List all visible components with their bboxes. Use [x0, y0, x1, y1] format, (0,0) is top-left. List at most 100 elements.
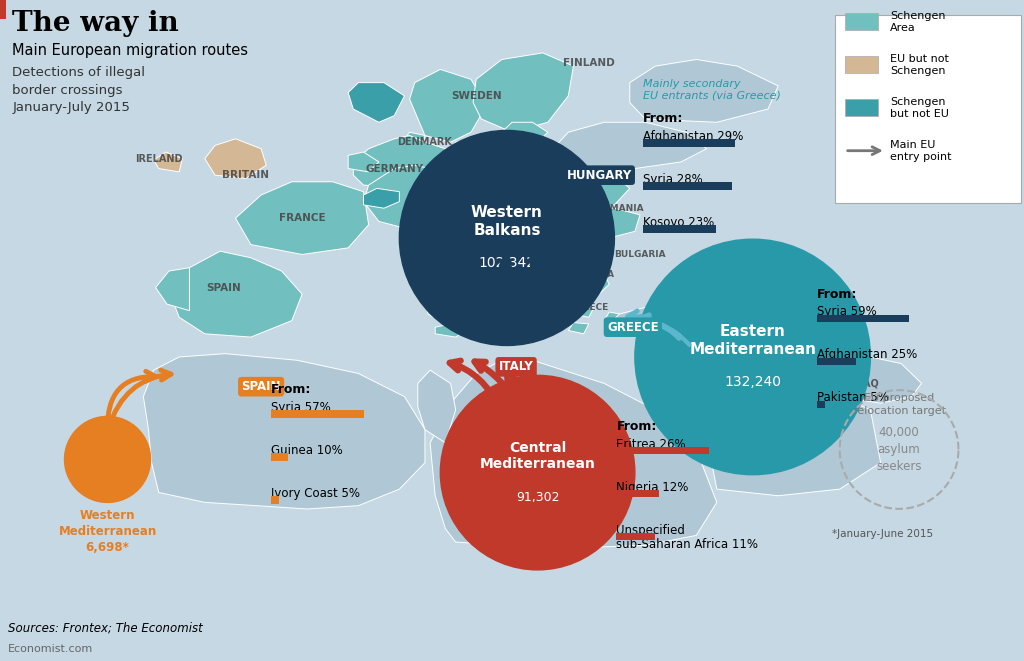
Text: From:: From:	[271, 383, 311, 397]
Text: FINLAND: FINLAND	[563, 58, 614, 68]
Text: Eastern
Mediterranean: Eastern Mediterranean	[689, 324, 816, 357]
Polygon shape	[143, 354, 425, 509]
Text: AUSTRIA: AUSTRIA	[446, 197, 492, 206]
Text: Guinea 10%: Guinea 10%	[271, 444, 343, 457]
Bar	[271, 496, 280, 504]
Polygon shape	[538, 248, 609, 301]
Text: Schengen
Area: Schengen Area	[890, 11, 945, 32]
Polygon shape	[449, 167, 492, 185]
Text: Unspecified
sub-Saharan Africa 11%: Unspecified sub-Saharan Africa 11%	[616, 524, 759, 551]
Polygon shape	[568, 323, 589, 334]
Text: Syria 59%: Syria 59%	[817, 305, 877, 319]
Text: 91,302: 91,302	[516, 491, 559, 504]
Ellipse shape	[65, 416, 151, 502]
Bar	[845, 13, 878, 30]
Polygon shape	[568, 208, 640, 238]
Text: GREECE: GREECE	[607, 321, 658, 334]
Polygon shape	[737, 367, 763, 383]
Polygon shape	[425, 198, 476, 324]
Text: From:: From:	[616, 420, 656, 433]
Text: Mainly secondary
EU entrants (via Greece): Mainly secondary EU entrants (via Greece…	[643, 79, 781, 101]
Text: BULGARIA: BULGARIA	[614, 250, 666, 259]
Polygon shape	[737, 347, 860, 380]
Bar	[271, 453, 288, 461]
Text: Kosovo 23%: Kosovo 23%	[643, 216, 715, 229]
Text: Western
Mediterranean
6,698*: Western Mediterranean 6,698*	[58, 509, 157, 554]
Polygon shape	[604, 312, 620, 324]
Polygon shape	[435, 324, 466, 337]
Text: ROMANIA: ROMANIA	[595, 204, 644, 213]
Bar	[845, 99, 878, 116]
Text: SLOVAKIA: SLOVAKIA	[523, 177, 572, 186]
Polygon shape	[466, 221, 507, 245]
Text: MACEDONIA: MACEDONIA	[557, 270, 614, 279]
Polygon shape	[425, 185, 481, 202]
Text: Syria 57%: Syria 57%	[271, 401, 331, 414]
Polygon shape	[451, 139, 553, 169]
Text: The way in: The way in	[12, 10, 179, 37]
Polygon shape	[545, 264, 589, 284]
Text: IRAQ: IRAQ	[852, 378, 879, 389]
Text: IRELAND: IRELAND	[135, 153, 182, 164]
Text: January-July 2015: January-July 2015	[12, 101, 130, 114]
Text: Main EU
entry point: Main EU entry point	[890, 140, 951, 161]
Text: 132,240: 132,240	[724, 375, 781, 389]
Polygon shape	[364, 165, 440, 228]
Text: From:: From:	[643, 112, 683, 126]
Text: Detections of illegal: Detections of illegal	[12, 66, 145, 79]
Polygon shape	[473, 53, 573, 132]
Polygon shape	[504, 122, 548, 142]
Polygon shape	[551, 172, 630, 208]
Bar	[817, 401, 825, 408]
Polygon shape	[479, 182, 553, 202]
Polygon shape	[527, 231, 579, 261]
Polygon shape	[154, 152, 182, 172]
Text: 102,342: 102,342	[478, 256, 536, 270]
Text: GERMANY: GERMANY	[366, 163, 423, 174]
Bar	[643, 139, 735, 147]
Text: SERBIA: SERBIA	[560, 230, 597, 239]
Text: ITALY: ITALY	[420, 262, 451, 273]
Polygon shape	[517, 264, 548, 288]
Text: Central
Mediterranean: Central Mediterranean	[479, 441, 596, 471]
Text: Pakistan 5%: Pakistan 5%	[817, 391, 889, 405]
Polygon shape	[481, 233, 538, 254]
Text: Ivory Coast 5%: Ivory Coast 5%	[271, 487, 360, 500]
Text: BRITAIN: BRITAIN	[222, 170, 269, 180]
Polygon shape	[609, 301, 819, 337]
Text: FRANCE: FRANCE	[279, 213, 326, 223]
Bar	[643, 225, 716, 233]
Text: POLAND: POLAND	[508, 143, 557, 154]
Text: border crossings: border crossings	[12, 84, 123, 97]
Polygon shape	[156, 268, 189, 311]
Ellipse shape	[440, 375, 635, 570]
Polygon shape	[553, 122, 707, 169]
Text: HUNGARY: HUNGARY	[523, 197, 572, 206]
Polygon shape	[573, 305, 594, 317]
Bar	[845, 56, 878, 73]
Polygon shape	[169, 251, 302, 337]
Text: Main European migration routes: Main European migration routes	[12, 43, 248, 58]
Ellipse shape	[399, 130, 614, 346]
Text: Sources: Frontex; The Economist: Sources: Frontex; The Economist	[8, 621, 203, 635]
Text: Western
Balkans: Western Balkans	[471, 205, 543, 238]
Polygon shape	[445, 202, 486, 221]
Text: Syria 28%: Syria 28%	[643, 173, 702, 186]
Text: SPAIN: SPAIN	[242, 380, 281, 393]
Text: Eritrea 26%: Eritrea 26%	[616, 438, 686, 451]
Bar	[616, 447, 709, 454]
Polygon shape	[348, 83, 404, 122]
Text: TURKEY: TURKEY	[690, 315, 733, 326]
Bar	[616, 490, 659, 497]
Text: Afghanistan 25%: Afghanistan 25%	[817, 348, 918, 362]
Polygon shape	[630, 59, 778, 122]
Polygon shape	[348, 152, 379, 172]
Polygon shape	[430, 360, 717, 549]
Polygon shape	[489, 171, 532, 186]
Bar	[817, 358, 856, 365]
Bar	[817, 315, 909, 322]
Text: HUNGARY: HUNGARY	[566, 169, 632, 182]
Text: EU proposed
relocation target: EU proposed relocation target	[853, 393, 945, 416]
Text: LIBYA: LIBYA	[511, 527, 544, 537]
Text: Schengen
but not EU: Schengen but not EU	[890, 97, 948, 118]
